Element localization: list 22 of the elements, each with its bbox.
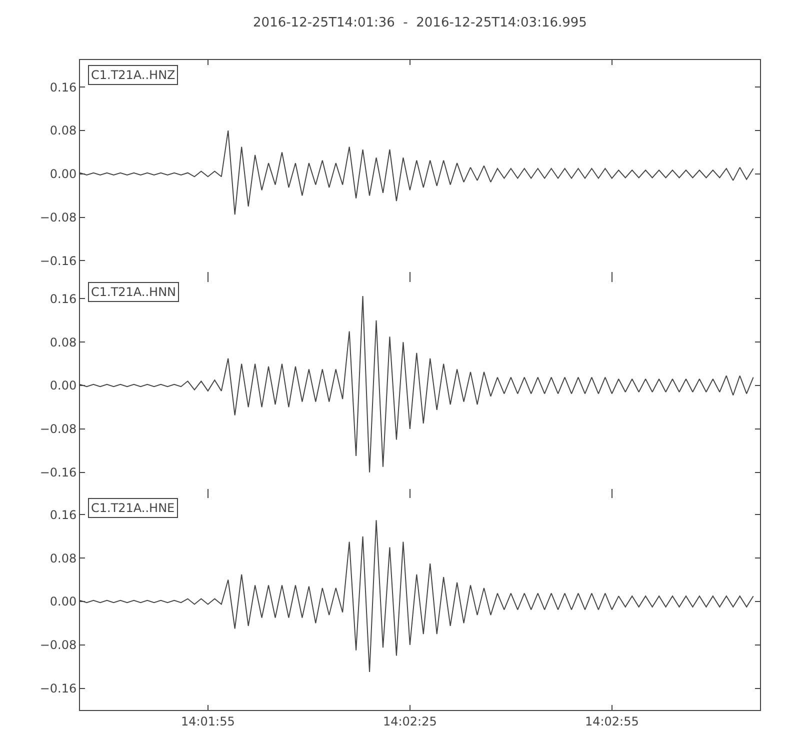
- annotation: C1.T21A..HNN: [91, 284, 176, 299]
- y-tick-label: 0.16: [50, 292, 77, 306]
- y-tick-label: 0.08: [50, 124, 77, 138]
- y-tick-label: 0.00: [50, 378, 77, 392]
- x-tick-label: 14:02:55: [584, 714, 639, 729]
- y-tick-label: 0.16: [50, 508, 77, 522]
- x-tick-label: 14:02:25: [382, 714, 437, 729]
- y-tick-label: −0.16: [40, 465, 77, 480]
- x-tick-label: 14:01:55: [180, 714, 235, 729]
- y-tick-label: −0.16: [40, 254, 77, 268]
- y-tick-label: −0.08: [40, 210, 77, 225]
- y-tick-label: −0.08: [40, 422, 77, 436]
- y-tick-label: 0.00: [50, 595, 77, 610]
- annotation: C1.T21A..HNE: [91, 501, 175, 516]
- y-tick-label: 0.16: [50, 80, 77, 94]
- annotation: C1.T21A..HNZ: [91, 68, 176, 82]
- y-tick-label: 0.08: [50, 334, 77, 349]
- chart-title: 2016-12-25T14:01:36 - 2016-12-25T14:03:16.995: [253, 16, 587, 31]
- y-tick-label: 0.08: [50, 552, 77, 566]
- y-tick-label: −0.16: [40, 682, 77, 696]
- y-tick-label: −0.08: [40, 638, 77, 652]
- y-tick-label: 0.00: [50, 167, 77, 182]
